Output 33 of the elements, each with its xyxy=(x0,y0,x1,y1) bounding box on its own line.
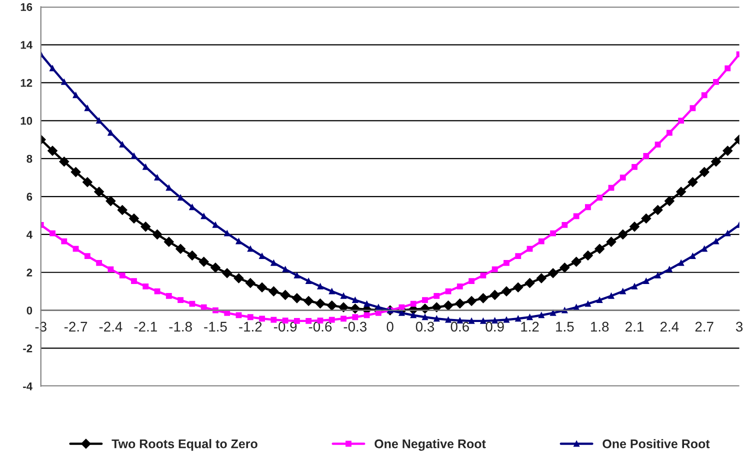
x-tick-label: 1.5 xyxy=(556,322,574,332)
legend-label: Two Roots Equal to Zero xyxy=(112,439,258,451)
y-tick-label: 12 xyxy=(20,78,32,87)
x-tick-label: 2.7 xyxy=(695,322,714,332)
y-tick-label: 14 xyxy=(20,41,32,49)
x-tick-label: -1.2 xyxy=(239,322,262,332)
y-tick-label: 2 xyxy=(26,268,32,276)
x-tick-label: 0.6 xyxy=(450,322,469,332)
x-tick-label: -0.3 xyxy=(344,322,367,332)
y-tick-label: -2 xyxy=(23,344,32,352)
x-tick-label: 2.1 xyxy=(626,322,644,332)
x-tick-label: -2.7 xyxy=(64,322,88,332)
y-tick-label: -4 xyxy=(23,382,32,390)
legend-label: One Negative Root xyxy=(374,439,486,451)
y-tick-label: 0 xyxy=(26,306,32,314)
x-tick-label: 2.4 xyxy=(660,322,679,332)
y-tick-label: 10 xyxy=(20,116,32,125)
x-tick-label: -2.4 xyxy=(99,322,122,332)
y-tick-label: 16 xyxy=(20,3,32,11)
x-tick-label: 0.9 xyxy=(486,322,504,332)
x-tick-label: 0 xyxy=(386,322,394,332)
x-tick-label: 3 xyxy=(736,322,743,332)
x-tick-label: 0.3 xyxy=(416,322,434,332)
x-tick-label: -1.8 xyxy=(169,322,192,332)
y-tick-label: 6 xyxy=(26,192,32,201)
y-tick-label: 8 xyxy=(26,154,32,163)
x-tick-label: 1.2 xyxy=(521,322,539,332)
x-tick-label: 1.8 xyxy=(591,322,609,332)
x-tick-label: -1.5 xyxy=(204,322,227,332)
legend-label: One Positive Root xyxy=(602,439,710,448)
x-tick-label: -0.6 xyxy=(308,322,332,332)
y-tick-label: 4 xyxy=(26,230,32,238)
x-tick-label: -2.1 xyxy=(134,322,157,332)
